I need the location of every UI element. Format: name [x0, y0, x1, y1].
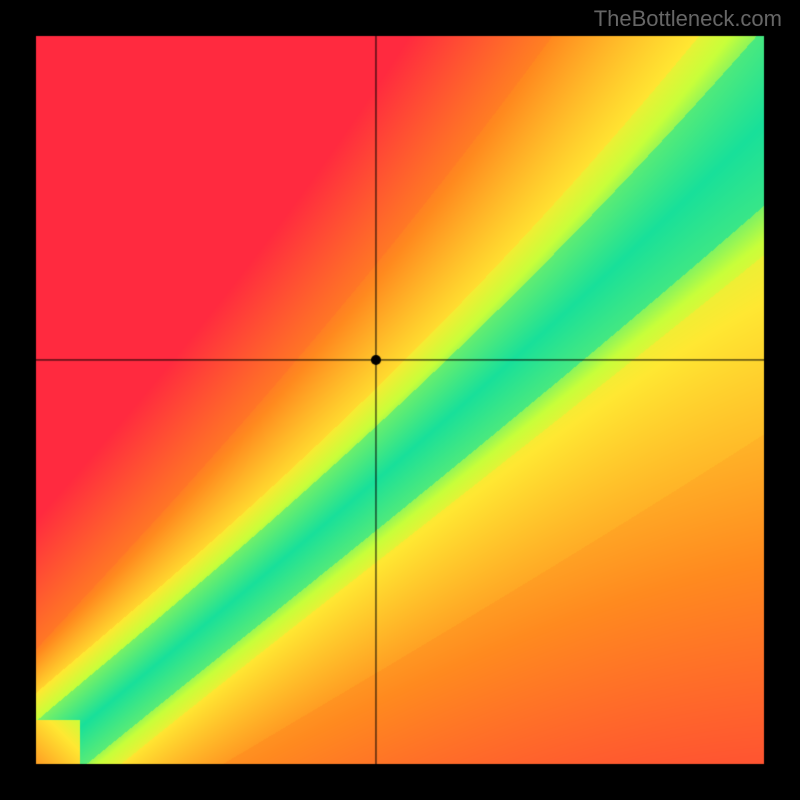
bottleneck-heatmap	[0, 0, 800, 800]
watermark-label: TheBottleneck.com	[594, 6, 782, 32]
chart-container: TheBottleneck.com	[0, 0, 800, 800]
